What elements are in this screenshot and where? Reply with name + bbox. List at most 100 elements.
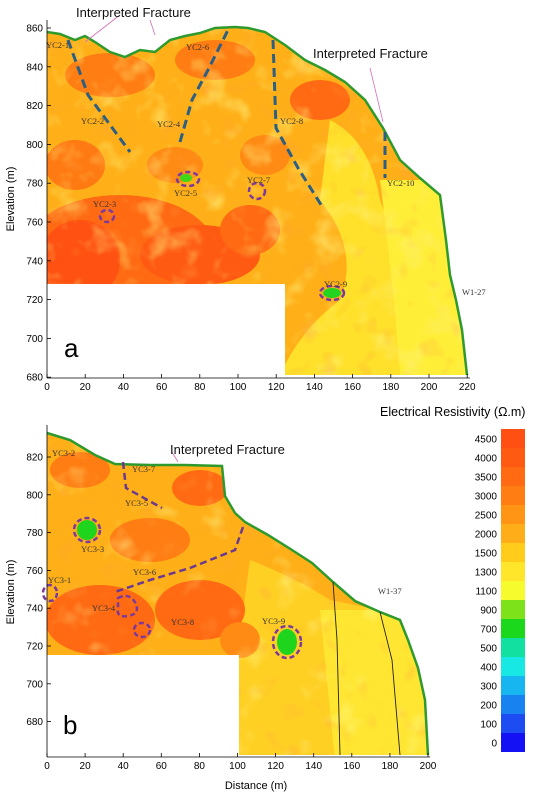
x-ticks-b: 0 20 40 60 80 100 120 140 160 180 200 (44, 753, 437, 772)
y-tick-label: 700 (26, 334, 43, 345)
label-yc3-1: YC3-1 (48, 575, 71, 585)
y-axis-label-a: Elevation (m) (5, 167, 17, 232)
y-tick-label: 780 (26, 528, 43, 539)
legend-swatch (501, 486, 525, 505)
legend-label: 500 (480, 644, 497, 655)
fracture-lines-a (66, 29, 387, 209)
x-tick-label: 0 (44, 761, 50, 772)
y-tick-label: 680 (26, 373, 43, 384)
legend-label: 2500 (475, 511, 498, 522)
x-tick-label: 120 (267, 761, 284, 772)
label-yc2-2: YC2-2 (81, 116, 104, 126)
x-tick-label: 80 (194, 382, 206, 393)
x-tick-label: 160 (343, 761, 360, 772)
x-tick-label: 60 (156, 761, 168, 772)
x-tick-label: 140 (305, 761, 322, 772)
annotation-interpreted-fracture-a-left: Interpreted Fracture (76, 5, 191, 20)
panel-letter-a: a (64, 333, 79, 363)
legend-label: 4500 (475, 435, 498, 446)
annotation-interpreted-fracture-b: Interpreted Fracture (170, 442, 285, 457)
label-yc2-7: YC2-7 (247, 175, 270, 185)
legend-swatch (501, 695, 525, 714)
x-tick-label: 40 (118, 761, 130, 772)
legend-swatch (501, 448, 525, 467)
legend-label: 0 (491, 739, 497, 750)
y-tick-label: 720 (26, 642, 43, 653)
annotation-interpreted-fracture-a-right: Interpreted Fracture (313, 46, 428, 61)
x-tick-label: 140 (306, 382, 323, 393)
axes-b (46, 425, 430, 758)
legend-swatch (501, 714, 525, 733)
legend-label: 2000 (475, 530, 498, 541)
label-yc2-6: YC2-6 (186, 42, 209, 52)
label-yc2-5: YC2-5 (174, 188, 197, 198)
y-tick-label: 800 (26, 490, 43, 501)
legend-swatch (501, 543, 525, 562)
panel-letter-b: b (63, 710, 77, 740)
legend-label: 3000 (475, 492, 498, 503)
y-tick-label: 860 (26, 24, 43, 35)
label-w1-37: W1-37 (378, 586, 402, 596)
x-ticks-a: 0 20 40 60 80 100 120 140 160 180 200 220 (44, 374, 476, 393)
x-tick-label: 180 (382, 761, 399, 772)
legend-swatch (501, 676, 525, 695)
label-yc2-8: YC2-8 (280, 116, 303, 126)
x-tick-label: 180 (382, 382, 399, 393)
legend-label: 300 (480, 682, 497, 693)
y-tick-label: 760 (26, 218, 43, 229)
y-tick-label: 820 (26, 101, 43, 112)
label-yc3-9: YC3-9 (262, 616, 285, 626)
label-yc3-5: YC3-5 (125, 498, 148, 508)
legend-swatch (501, 600, 525, 619)
anomaly-outlines-a (98, 170, 346, 302)
legend-swatch (501, 619, 525, 638)
legend-title: Electrical Resistivity (Ω.m) (380, 405, 525, 419)
y-ticks-b: 820 800 780 760 740 720 700 680 (26, 453, 51, 728)
y-tick-label: 820 (26, 453, 43, 464)
legend-label: 4000 (475, 454, 498, 465)
labels-b: YC3-2 YC3-7 YC3-5 YC3-3 YC3-6 YC3-1 YC3-… (48, 448, 402, 627)
x-tick-label: 40 (118, 382, 130, 393)
legend-label: 900 (480, 606, 497, 617)
y-tick-label: 680 (26, 717, 43, 728)
legend-swatch (501, 657, 525, 676)
panel-a: Interpreted Fracture Interpreted Fractur… (5, 5, 486, 393)
axes-a (46, 20, 470, 379)
label-w1-27: W1-27 (462, 287, 486, 297)
y-tick-label: 720 (26, 295, 43, 306)
legend-label: 1300 (475, 568, 498, 579)
legend-label: 400 (480, 663, 497, 674)
y-tick-label: 800 (26, 140, 43, 151)
y-tick-label: 840 (26, 62, 43, 73)
y-axis-label-b: Elevation (m) (5, 560, 17, 625)
legend-swatch (501, 467, 525, 486)
label-yc2-3: YC2-3 (93, 199, 116, 209)
legend-swatch (501, 505, 525, 524)
legend-label: 700 (480, 625, 497, 636)
legend-label: 1100 (475, 587, 497, 598)
label-yc3-6: YC3-6 (133, 567, 156, 577)
legend-swatch (501, 581, 525, 600)
x-tick-label: 0 (44, 382, 50, 393)
y-tick-label: 740 (26, 604, 43, 615)
x-tick-label: 100 (230, 382, 247, 393)
x-tick-label: 100 (229, 761, 246, 772)
legend-label: 3500 (475, 473, 498, 484)
x-tick-label: 20 (80, 761, 92, 772)
legend-swatch (501, 638, 525, 657)
x-tick-label: 120 (268, 382, 285, 393)
label-yc3-8: YC3-8 (171, 617, 194, 627)
label-yc3-7: YC3-7 (132, 464, 155, 474)
y-tick-label: 740 (26, 256, 43, 267)
label-yc2-10: YC2-10 (387, 178, 414, 188)
fracture-lines-b (114, 461, 245, 594)
y-ticks-a: 860 840 820 800 780 760 740 720 700 680 (26, 24, 51, 384)
legend: Electrical Resistivity (Ω.m) 45004000350… (380, 405, 525, 752)
label-yc3-2: YC3-2 (52, 448, 75, 458)
label-yc3-4: YC3-4 (92, 603, 116, 613)
x-tick-label: 200 (420, 761, 437, 772)
x-tick-label: 80 (194, 761, 206, 772)
x-axis-label-b: Distance (m) (225, 780, 287, 792)
legend-label: 200 (480, 701, 497, 712)
